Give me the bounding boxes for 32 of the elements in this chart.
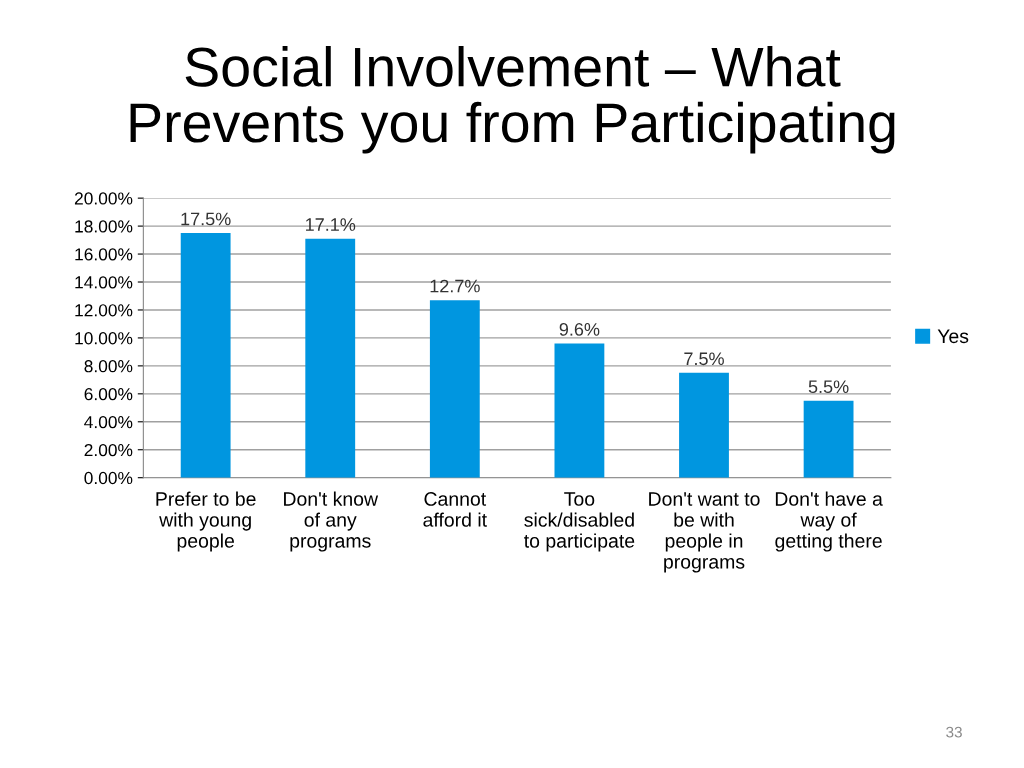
y-tick-label: 8.00%	[84, 360, 133, 373]
y-tick-label: 18.00%	[75, 220, 133, 233]
y-tick-label: 6.00%	[84, 388, 133, 401]
bar	[180, 233, 231, 478]
text: 33	[946, 726, 962, 738]
x-tick-label: Cannot afford it	[423, 492, 487, 527]
y-tick-label: 4.00%	[84, 415, 133, 429]
y-tick-label: 16.00%	[75, 248, 133, 261]
x-tick-label: Too sick/disabled to participate	[524, 492, 635, 552]
data-label: 17.1%	[306, 218, 356, 231]
data-label: 9.6%	[559, 322, 600, 336]
bar	[305, 238, 356, 478]
y-tick-label: 20.00%	[74, 192, 133, 205]
y-tick-label: 2.00%	[84, 443, 133, 457]
x-tick-label: Prefer to be with young people	[156, 491, 256, 552]
data-label: 12.7%	[430, 279, 480, 293]
y-tick-label: 14.00%	[75, 276, 133, 289]
data-label: 5.5%	[808, 380, 849, 394]
bar	[429, 300, 480, 478]
bar	[679, 372, 729, 478]
bar	[803, 400, 854, 478]
x-tick-label: Don't want to be with people in programs	[649, 492, 760, 573]
legend-label: Yes	[937, 329, 969, 344]
y-tick-label: 12.00%	[75, 304, 133, 317]
bar	[554, 343, 605, 478]
y-tick-label: 0.00%	[84, 471, 133, 485]
x-tick-label: Don't have a way of getting there	[775, 491, 883, 552]
data-label: 17.5%	[181, 212, 231, 226]
x-tick-label: Don't know of any programs	[284, 491, 379, 552]
data-label: 7.5%	[684, 352, 724, 366]
y-tick-label: 10.00%	[75, 332, 133, 345]
chart-title: Social Involvement – What Prevents you from Participating	[130, 46, 895, 154]
